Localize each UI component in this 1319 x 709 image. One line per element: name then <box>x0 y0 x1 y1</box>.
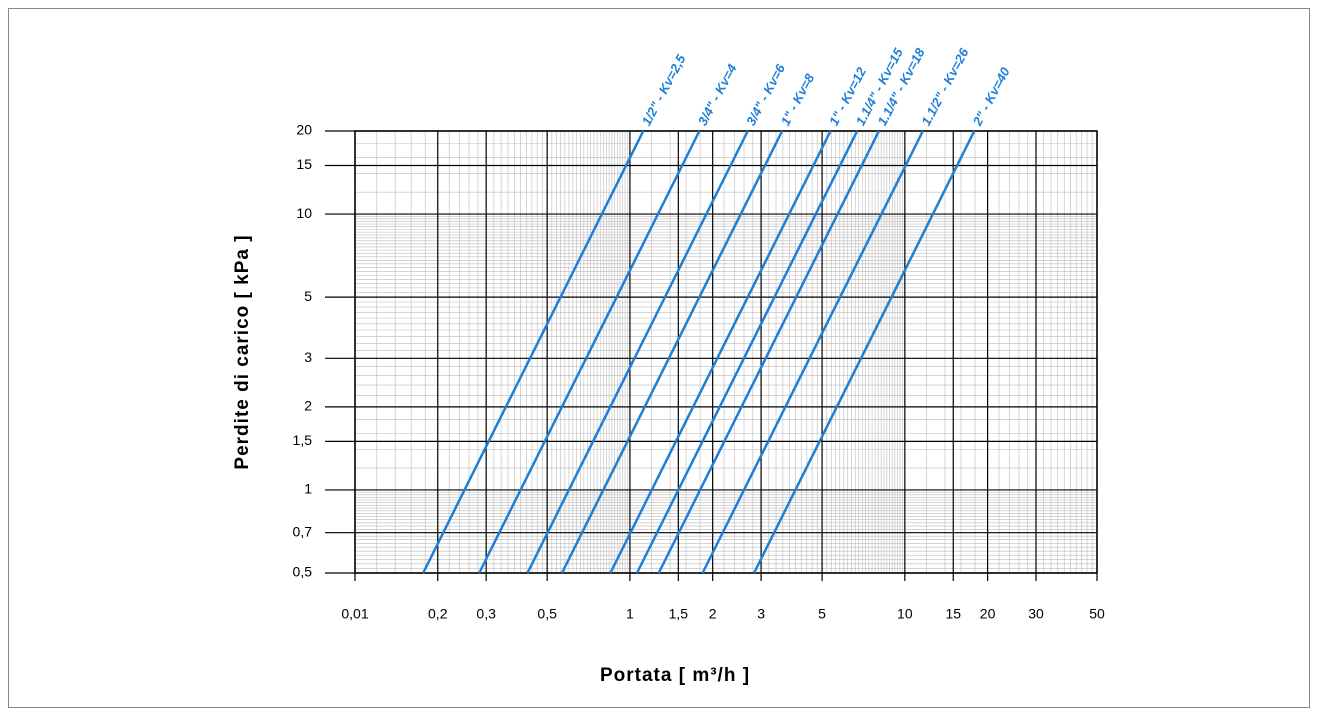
x-tick-label: 5 <box>818 606 826 622</box>
y-tick-label: 20 <box>296 122 312 138</box>
series-line <box>560 130 784 574</box>
y-tick-label: 5 <box>304 288 312 304</box>
series-line <box>526 130 749 574</box>
x-tick-label: 0,01 <box>341 606 368 622</box>
y-tick-label: 2 <box>304 398 312 414</box>
series-label: 3/4" - Kv=4 <box>695 61 740 128</box>
x-tick-label: 2 <box>709 606 717 622</box>
x-tick-label: 30 <box>1028 606 1044 622</box>
y-axis-title: Perdite di carico [ kPa ] <box>232 234 253 469</box>
y-tick-label: 10 <box>296 205 312 221</box>
series-line <box>478 130 701 574</box>
x-tick-label: 3 <box>757 606 765 622</box>
y-tick-label: 0,7 <box>293 523 313 539</box>
x-tick-label: 1,5 <box>669 606 689 622</box>
series-label: 1/2" - Kv=2,5 <box>639 51 689 128</box>
grid <box>325 130 1098 581</box>
x-axis-title: Portata [ m³/h ] <box>600 665 750 686</box>
series-line <box>657 130 881 574</box>
series-line <box>635 130 859 574</box>
series-line <box>422 130 645 574</box>
x-tick-label: 10 <box>897 606 913 622</box>
y-tick-label: 0,5 <box>293 564 313 580</box>
y-tick-label: 3 <box>304 349 312 365</box>
x-tick-label: 15 <box>945 606 961 622</box>
frame <box>8 8 1310 708</box>
x-tick-label: 0,5 <box>537 606 557 622</box>
x-tick-label: 20 <box>980 606 996 622</box>
series-label: 1" - Kv=8 <box>778 71 818 129</box>
plot-border <box>354 130 1098 574</box>
series-line <box>609 130 832 574</box>
series-label: 1.1/2" - Kv=26 <box>918 45 972 128</box>
y-tick-label: 1,5 <box>293 432 313 448</box>
x-tick-label: 0,2 <box>428 606 448 622</box>
x-tick-label: 0,3 <box>476 606 496 622</box>
series-line <box>752 130 976 574</box>
y-tick-label: 1 <box>304 481 312 497</box>
series-line <box>701 130 924 574</box>
x-tick-label: 50 <box>1089 606 1105 622</box>
x-tick-label: 1 <box>626 606 634 622</box>
y-tick-label: 15 <box>296 156 312 172</box>
series-label: 2" - Kv=40 <box>969 64 1013 129</box>
